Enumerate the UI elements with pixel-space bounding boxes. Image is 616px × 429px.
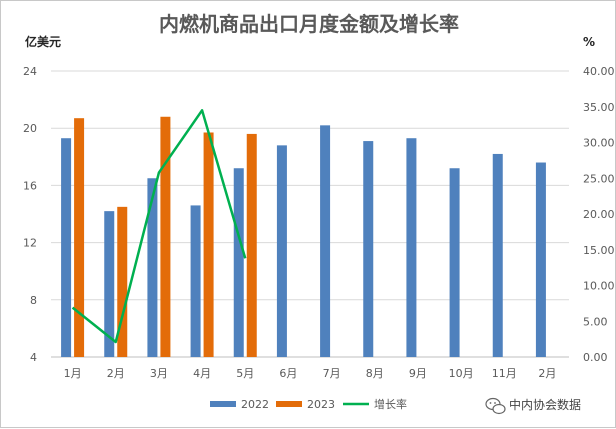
watermark-text: 中内协会数据 [509,397,581,412]
bar-2023 [203,132,214,357]
chart-title: 内燃机商品出口月度金额及增长率 [159,12,459,36]
bar-2022 [276,145,287,357]
watermark: 中内协会数据 [485,397,581,415]
x-tick-label: 5月 [236,367,254,380]
y-right-tick-label: 15.00 [583,244,615,257]
legend-label-2023: 2023 [307,398,335,411]
bar-2022 [363,141,374,357]
legend: 2022 2023 增长率 [210,397,407,411]
x-tick-label: 8月 [366,367,384,380]
axis-labels: 4 8 12 16 20 24 0.00 5.00 10.00 15.00 20.00 25.00 30… [23,65,615,380]
y-left-tick-label: 4 [30,351,37,364]
bar-2022 [147,178,158,357]
right-axis-unit: % [583,35,595,49]
x-tick-label: 1月 [64,367,82,380]
y-left-tick-label: 24 [23,65,37,78]
y-right-tick-label: 40.00 [583,65,615,78]
legend-label-2022: 2022 [241,398,269,411]
legend-item-growth: 增长率 [343,397,407,411]
y-left-tick-label: 12 [23,237,37,250]
bar-2022 [61,138,72,357]
wechat-icon [485,397,506,415]
x-tick-label: 6月 [279,367,297,380]
bar-2023 [246,133,257,357]
x-tick-label: 7月 [323,367,341,380]
bar-2023 [117,206,128,357]
bar-2022 [535,162,546,357]
legend-swatch-2022 [210,401,236,407]
left-axis-unit: 亿美元 [25,34,61,49]
gridlines [51,70,569,358]
bar-2022 [492,153,503,357]
x-tick-label: 3月 [150,367,168,380]
x-tick-label: 9月 [409,367,427,380]
x-tick-label: 2月 [107,367,125,380]
bar-2022 [233,168,244,357]
bar-2022 [449,168,460,357]
growth-rate-line [71,109,247,344]
y-left-tick-label: 16 [23,179,37,192]
bar-2022 [104,211,115,357]
legend-label-growth: 增长率 [374,397,407,411]
legend-item-2022: 2022 [210,398,269,411]
y-left-tick-label: 20 [23,122,37,135]
x-tick-label: 4月 [193,367,211,380]
x-tick-label: 11月 [492,367,517,380]
y-left-tick-label: 8 [30,294,37,307]
bar-2023 [74,118,85,357]
x-tick-label: 10月 [449,367,474,380]
legend-item-2023: 2023 [276,398,335,411]
y-right-tick-label: 35.00 [583,101,615,114]
legend-swatch-2023 [276,401,302,407]
y-right-tick-label: 5.00 [583,315,608,328]
y-right-tick-label: 30.00 [583,137,615,150]
bars-layer [61,116,546,357]
bar-2022 [406,138,417,357]
y-right-tick-label: 20.00 [583,208,615,221]
y-right-tick-label: 25.00 [583,172,615,185]
bar-2023 [160,116,171,357]
y-right-tick-label: 0.00 [583,351,608,364]
y-right-tick-label: 10.00 [583,280,615,293]
bar-2022 [320,125,331,357]
bar-2022 [190,205,201,357]
x-tick-label: 2月 [538,367,556,380]
line-layer [71,109,247,344]
